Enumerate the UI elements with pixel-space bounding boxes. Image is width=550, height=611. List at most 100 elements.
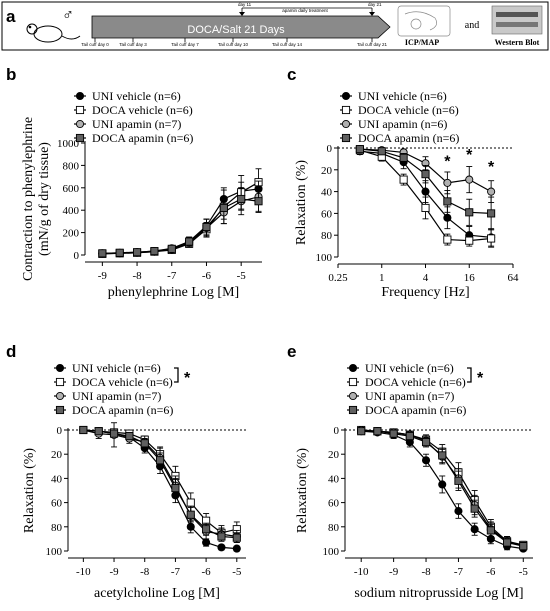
data-point	[133, 248, 142, 257]
legend-marker	[55, 377, 65, 387]
y-tick-label: 600	[63, 183, 80, 195]
x-tick-label: -6	[202, 270, 212, 282]
legend-marker	[348, 363, 358, 373]
legend-label: DOCA vehicle (n=6)	[72, 375, 173, 389]
data-point	[254, 197, 263, 206]
data-point	[443, 197, 452, 206]
legend-label: UNI vehicle (n=6)	[365, 361, 454, 375]
series-3	[98, 187, 263, 258]
data-point	[156, 456, 165, 465]
legend-label: UNI apamin (n=7)	[92, 117, 181, 131]
and-label: and	[465, 20, 479, 31]
y-axis-label: Relaxation (%)	[295, 448, 310, 533]
legend-marker	[348, 405, 358, 415]
x-tick-label: 1	[379, 272, 385, 284]
data-point	[377, 147, 386, 156]
series-2	[79, 422, 241, 543]
data-point	[465, 208, 474, 217]
data-point	[465, 175, 474, 184]
data-point	[140, 439, 149, 448]
data-point	[186, 498, 195, 507]
y-axis-label-unit: (mN/g of dry tissue)	[37, 142, 52, 256]
panel-label-c: c	[287, 65, 296, 84]
significance-asterisk: *	[477, 370, 484, 387]
x-tick-label: -9	[98, 270, 108, 282]
series-3	[79, 425, 241, 543]
data-point	[487, 234, 496, 243]
data-point	[202, 222, 211, 232]
legend-marker	[348, 391, 358, 401]
significance-bracket	[467, 367, 472, 383]
y-axis-label: Relaxation (%)	[294, 160, 309, 245]
series-line	[83, 429, 237, 538]
chart-c: 0 20 40 60 80 100 0.25 1 4 16 64 Frequency [Hz] Rela…	[294, 89, 519, 300]
legend-label: UNI apamin (n=7)	[72, 389, 161, 403]
x-axis-label: sodium nitroprusside Log [M]	[354, 586, 523, 601]
y-tick-label: 100	[316, 252, 333, 264]
data-point	[94, 427, 103, 436]
legend: UNI vehicle (n=6)DOCA vehicle (n=6)UNI a…	[347, 361, 484, 417]
chart-e: 0 20 40 60 80 100 -10 -9 -8 -7 -6 -5 sodium nitropru…	[295, 361, 533, 601]
data-point	[443, 178, 452, 187]
x-tick-label: 0.25	[328, 272, 348, 284]
y-tick-label: 60	[51, 498, 63, 510]
data-point	[454, 476, 463, 485]
legend-marker	[75, 105, 85, 115]
x-axis-label: Frequency [Hz]	[381, 285, 469, 300]
panel-label-a: a	[6, 7, 16, 26]
tailcuff-label: Tail cuff day 14	[272, 42, 302, 47]
x-tick-label: -8	[140, 566, 150, 578]
data-point	[167, 244, 176, 253]
legend: UNI vehicle (n=6)DOCA vehicle (n=6)UNI a…	[54, 361, 191, 417]
x-tick-label: -5	[237, 270, 247, 282]
y-tick-label: 40	[51, 473, 63, 485]
legend-label: UNI apamin (n=6)	[358, 117, 447, 131]
x-tick-label: -10	[76, 566, 91, 578]
chart-d: 0 20 40 60 80 100 -10 -9 -8 -7 -6 -5 acetylcholine L…	[22, 361, 246, 601]
y-tick-label: 100	[323, 546, 340, 558]
x-tick-label: 16	[464, 272, 476, 284]
significance-asterisk: *	[184, 370, 191, 387]
data-point	[443, 213, 452, 222]
legend-label: DOCA vehicle (n=6)	[92, 103, 193, 117]
x-tick-label: -9	[109, 566, 119, 578]
legend-marker	[348, 377, 358, 387]
y-tick-label: 20	[328, 449, 340, 461]
y-tick-label: 60	[321, 208, 333, 220]
legend-label: DOCA apamin (n=6)	[365, 403, 466, 417]
data-point	[98, 249, 107, 258]
significance-bracket	[174, 367, 179, 383]
data-point	[503, 538, 512, 547]
legend-label: UNI vehicle (n=6)	[72, 361, 161, 375]
x-tick-label: 4	[423, 272, 429, 284]
y-tick-label: 100	[46, 546, 63, 558]
data-point	[217, 543, 226, 552]
y-tick-label: 0	[74, 250, 80, 262]
series-1	[98, 168, 263, 258]
timeline-arrow	[91, 15, 391, 39]
data-point	[185, 237, 194, 246]
data-point	[470, 504, 479, 513]
legend-label: DOCA vehicle (n=6)	[358, 103, 459, 117]
chart-b: 0 200 400 600 800 1000 -9 -8 -7 -6 -5 phenylephrine…	[21, 89, 263, 300]
data-point	[125, 432, 134, 441]
data-point	[232, 544, 241, 553]
y-tick-label: 20	[51, 449, 63, 461]
data-point	[219, 203, 228, 213]
y-tick-label: 400	[63, 205, 80, 217]
data-point	[405, 432, 414, 441]
data-point	[357, 427, 366, 436]
data-point	[438, 451, 447, 460]
legend-label: DOCA apamin (n=6)	[72, 403, 173, 417]
legend-marker	[75, 119, 85, 129]
y-tick-label: 1000	[57, 138, 80, 150]
x-tick-label: -5	[519, 566, 529, 578]
data-point	[486, 526, 495, 535]
y-tick-label: 80	[321, 230, 333, 242]
series-3	[357, 427, 528, 551]
y-tick-label: 80	[328, 522, 340, 534]
series-3	[355, 145, 496, 231]
legend-marker	[341, 119, 351, 129]
tailcuff-label: Tail cuff day 3	[119, 42, 147, 47]
